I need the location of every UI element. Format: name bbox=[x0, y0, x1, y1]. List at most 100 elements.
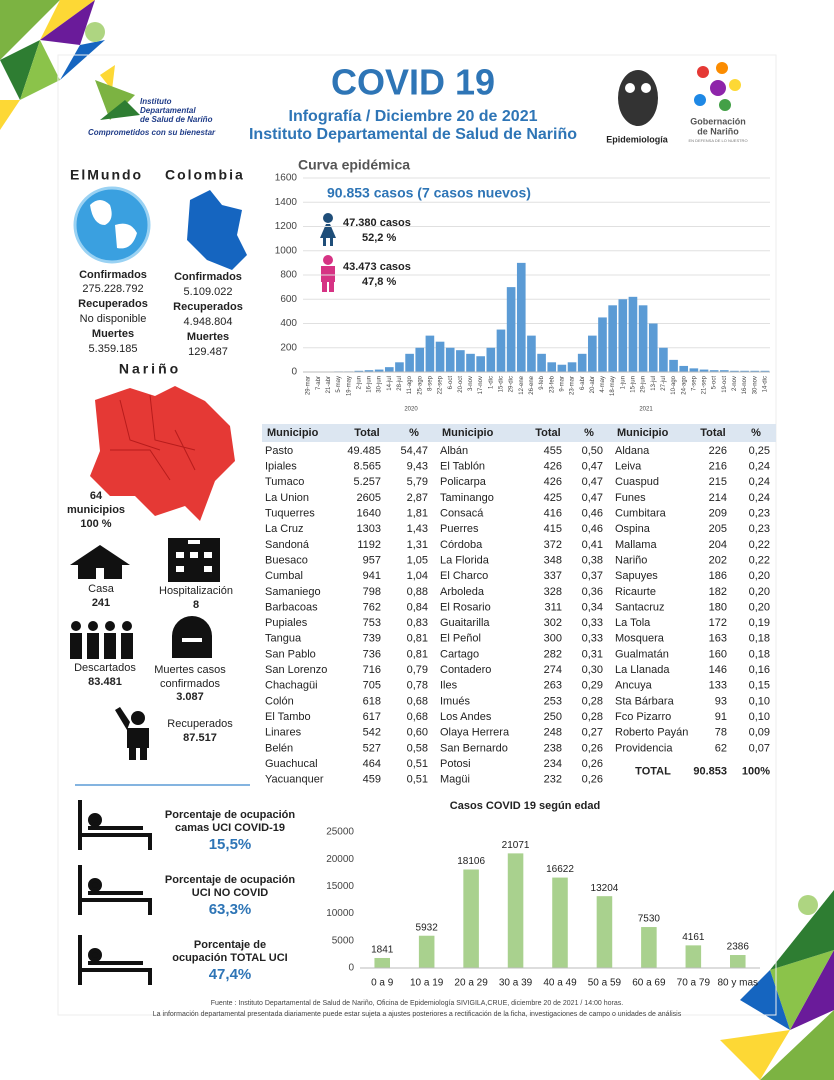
table-cell: 0,34 bbox=[582, 601, 603, 613]
table-cell: 348 bbox=[544, 554, 562, 566]
bar bbox=[415, 347, 425, 372]
bar bbox=[507, 853, 524, 968]
table-cell: 0,16 bbox=[749, 664, 770, 676]
table-cell: Yacuanquer bbox=[265, 774, 324, 786]
table-cell: Ricaurte bbox=[615, 586, 656, 598]
table-cell: 941 bbox=[363, 570, 381, 582]
table-cell: Consacá bbox=[440, 508, 484, 520]
bar bbox=[384, 367, 394, 372]
globe-icon bbox=[73, 186, 151, 264]
table-cell: Policarpa bbox=[440, 476, 487, 488]
x-tick-label: 5-may bbox=[336, 376, 342, 393]
table-cell: Olaya Herrera bbox=[440, 727, 510, 739]
world-confirmed-label: Confirmados bbox=[79, 269, 147, 281]
y-tick-label: 400 bbox=[280, 318, 297, 329]
table-cell: 0,24 bbox=[749, 476, 770, 488]
table-cell: 9,43 bbox=[407, 461, 428, 473]
x-tick-label: 10-ago bbox=[671, 375, 677, 394]
table-cell: Cumbitara bbox=[615, 508, 667, 520]
table-cell: 5,79 bbox=[407, 476, 428, 488]
table-cell: 0,31 bbox=[582, 648, 603, 660]
x-tick-label: 27-jul bbox=[661, 376, 667, 391]
table-cell: Providencia bbox=[615, 742, 673, 754]
bar bbox=[418, 935, 435, 968]
table-cell: 716 bbox=[363, 664, 381, 676]
table-cell: 238 bbox=[544, 742, 562, 754]
year-label: 2021 bbox=[639, 407, 653, 413]
bar bbox=[445, 347, 455, 372]
bed-icon bbox=[78, 865, 152, 915]
table-header-bg bbox=[262, 424, 776, 442]
table-cell: Cumbal bbox=[265, 570, 303, 582]
bar bbox=[598, 317, 607, 372]
institute: Instituto Departamental de Salud de Nari… bbox=[249, 126, 577, 143]
table-cell: 5.257 bbox=[353, 476, 381, 488]
table-cell: 0,10 bbox=[749, 711, 770, 723]
table-header: Municipio bbox=[442, 427, 494, 439]
women-percent: 52,2 % bbox=[362, 232, 396, 244]
table-cell: Cuaspud bbox=[615, 476, 659, 488]
tagline: EN DEFENSA DE LO NUESTRO bbox=[688, 138, 747, 143]
table-cell: Fco Pizarro bbox=[615, 711, 671, 723]
table-cell: Córdoba bbox=[440, 539, 483, 551]
card-border bbox=[57, 54, 777, 1016]
bar bbox=[659, 347, 668, 372]
table-cell: Puerres bbox=[440, 523, 479, 535]
occupancy-label: UCI NO COVID bbox=[192, 887, 268, 899]
men-cases: 43.473 casos bbox=[343, 261, 411, 273]
bar bbox=[466, 353, 475, 372]
table-cell: 0,22 bbox=[749, 539, 770, 551]
x-tick-label: 14-dic bbox=[763, 376, 769, 392]
epidemiologia-logo: Epidemiología bbox=[606, 70, 669, 144]
table-cell: 0,18 bbox=[749, 648, 770, 660]
bar bbox=[685, 945, 702, 968]
bar bbox=[463, 869, 479, 968]
x-tick-label: 50 a 59 bbox=[588, 978, 622, 989]
x-tick-label: 20-abr bbox=[590, 376, 596, 393]
value-label: 13204 bbox=[591, 883, 619, 894]
x-tick-label: 2-jun bbox=[356, 376, 362, 389]
table-cell: 0,28 bbox=[582, 711, 603, 723]
x-tick-label: 19-oct bbox=[722, 376, 728, 393]
occupancy-label: Porcentaje de ocupación bbox=[165, 874, 295, 886]
x-tick-label: 22-sep bbox=[438, 375, 444, 394]
bar bbox=[588, 335, 597, 372]
table-total: TOTAL bbox=[635, 766, 671, 778]
table-cell: Pupiales bbox=[265, 617, 308, 629]
bar bbox=[628, 296, 638, 372]
y-tick-label: 0 bbox=[291, 367, 297, 378]
table-cell: 0,47 bbox=[582, 492, 603, 504]
x-tick-label: 17-nov bbox=[478, 376, 484, 394]
occupancy-label: Porcentaje de bbox=[194, 939, 266, 951]
table-cell: 0,84 bbox=[407, 601, 428, 613]
x-tick-label: 30-jun bbox=[377, 376, 383, 393]
table-cell: 0,23 bbox=[749, 523, 770, 535]
idsn-logo: Instituto Departamental de Salud de Nari… bbox=[88, 65, 216, 137]
logo-text: Departamental bbox=[140, 106, 196, 115]
occupancy-label: camas UCI COVID-19 bbox=[175, 822, 285, 834]
y-tick-label: 600 bbox=[280, 294, 297, 305]
table-cell: El Tambo bbox=[265, 711, 311, 723]
logo-slogan: Comprometidos con su bienestar bbox=[88, 128, 216, 137]
x-tick-label: 80 y mas bbox=[717, 978, 758, 989]
table-cell: Ospina bbox=[615, 523, 651, 535]
table-cell: La Florida bbox=[440, 554, 490, 566]
corner-decoration bbox=[720, 890, 834, 1080]
bar bbox=[435, 341, 445, 372]
colombia-heading: Colombia bbox=[165, 167, 245, 183]
bar bbox=[425, 335, 435, 372]
table-cell: 0,26 bbox=[582, 774, 603, 786]
table-cell: 160 bbox=[709, 648, 727, 660]
table-cell: 1,81 bbox=[407, 508, 428, 520]
gobernacion: de Nariño bbox=[697, 126, 739, 136]
table-cell: 226 bbox=[709, 445, 727, 457]
table-cell: 459 bbox=[363, 774, 381, 786]
hospital-icon bbox=[168, 538, 220, 582]
table-cell: 2,87 bbox=[407, 492, 428, 504]
table-cell: 215 bbox=[709, 476, 727, 488]
subtitle: Infografía / Diciembre 20 de 2021 bbox=[289, 108, 538, 125]
table-cell: 0,18 bbox=[749, 633, 770, 645]
title: COVID 19 bbox=[331, 62, 495, 103]
logo-text: Instituto bbox=[140, 97, 172, 106]
colombia-recovered: 4.948.804 bbox=[184, 316, 233, 328]
